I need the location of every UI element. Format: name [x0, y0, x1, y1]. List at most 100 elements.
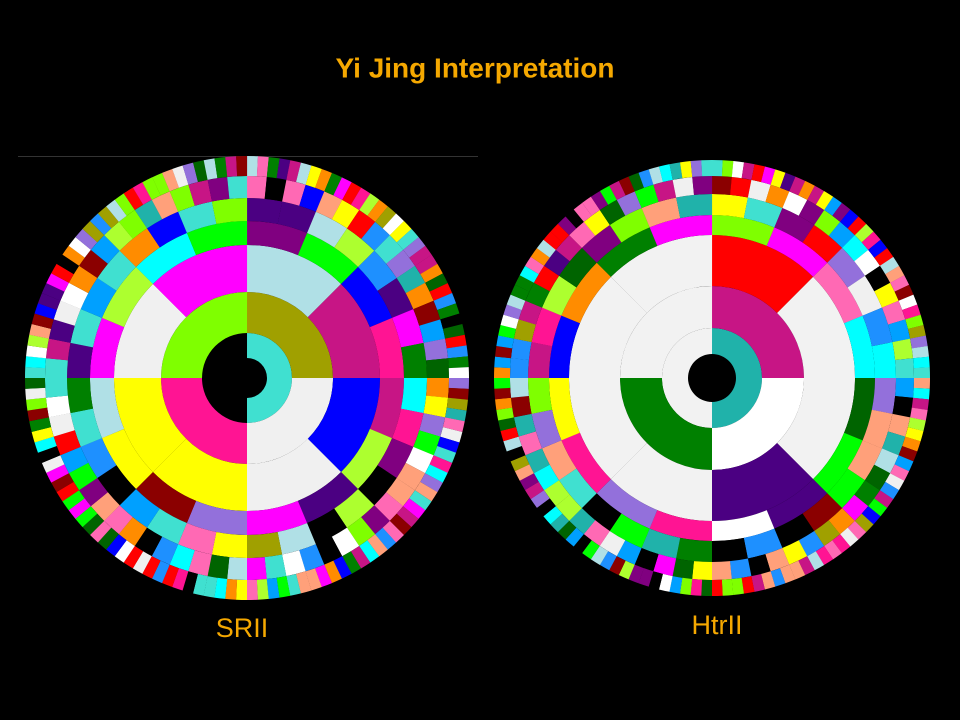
wheel-segment — [214, 157, 228, 179]
wheel-segment — [910, 407, 928, 421]
wheel-segment — [599, 199, 626, 226]
wheel-segment — [569, 221, 596, 248]
wheel-segment — [500, 314, 519, 329]
wheel-segment — [861, 231, 881, 250]
wheel-segment — [34, 436, 57, 453]
wheel-segment — [227, 176, 248, 199]
wheel-segment — [192, 573, 208, 596]
wheel-segment — [847, 275, 883, 316]
wheel-segment — [895, 378, 914, 398]
wheel-segment — [864, 464, 891, 491]
wheel-segment — [885, 265, 905, 283]
wheel-segment — [89, 520, 112, 543]
wheel-segment — [495, 397, 513, 410]
wheel-segment — [827, 247, 866, 288]
wheel-segment — [247, 156, 259, 177]
wheel-segment — [440, 427, 463, 443]
wheel-segment — [494, 367, 511, 378]
wheel-segment — [135, 232, 197, 284]
wheel-label: HtrII — [692, 610, 743, 640]
wheel-segment — [638, 568, 654, 587]
wheel-segment — [711, 537, 748, 563]
wheel-segment — [751, 573, 765, 592]
wheel-segment — [90, 492, 120, 521]
wheel-segment — [596, 479, 658, 529]
wheel-segment — [519, 265, 539, 283]
wheel-segment — [498, 324, 517, 339]
wheel-segment — [169, 184, 195, 212]
wheel-segment — [80, 277, 117, 318]
wheel-segment — [346, 517, 376, 547]
wheel-segment — [45, 377, 68, 398]
wheel-segment — [256, 579, 269, 600]
wheel-segment — [741, 162, 755, 180]
wheel-segment — [25, 377, 46, 389]
wheel-segment — [536, 498, 556, 517]
wheel-segment — [333, 556, 352, 579]
wheel-segment — [711, 443, 814, 521]
wheel-segment — [307, 211, 348, 248]
wheel-segment — [425, 464, 448, 483]
wheel-segment — [498, 417, 517, 431]
wheel-segment — [193, 160, 208, 183]
wheel-segment — [680, 161, 693, 179]
wheel-segment — [56, 254, 80, 275]
wheel-label: SRII — [216, 613, 269, 643]
wheel-segment — [911, 346, 929, 359]
wheel-segment — [389, 513, 412, 536]
wheel-segment — [779, 564, 796, 584]
wheel-segment — [324, 560, 342, 584]
wheel-segment — [342, 551, 362, 574]
wheel-segment — [847, 440, 882, 481]
wheel-segment — [29, 323, 52, 339]
wheel-segment — [405, 282, 434, 310]
wheel-segment — [525, 448, 550, 474]
slide-title: Yi Jing Interpretation — [336, 52, 615, 83]
wheel-segment — [409, 245, 432, 266]
wheel-segment — [118, 209, 148, 239]
wheel-segment — [874, 448, 899, 474]
wheel-segment — [358, 250, 397, 291]
wheel-segment — [62, 245, 85, 266]
wheel-segment — [824, 196, 842, 216]
wheel-segment — [802, 225, 843, 263]
wheel-segment — [357, 465, 397, 506]
wheel-segment — [518, 300, 543, 325]
wheel-segment — [246, 579, 258, 601]
wheel-segment — [433, 293, 457, 311]
wheel-segment — [367, 534, 388, 557]
wheel-segment — [266, 157, 280, 179]
wheel-segment — [780, 172, 796, 192]
wheel-segment — [892, 396, 914, 418]
wheel-segment — [536, 239, 556, 258]
wheel-segment — [628, 564, 644, 584]
wheel-segment — [162, 168, 180, 192]
wheel-segment — [634, 547, 659, 572]
wheel-segment — [26, 397, 48, 411]
wheel-segment — [247, 198, 283, 225]
wheel-segment — [374, 492, 404, 521]
wheel-segment — [751, 164, 766, 183]
wheel-segment — [533, 464, 560, 491]
wheel-segment — [188, 550, 212, 577]
wheel-segment — [510, 377, 529, 398]
wheel-segment — [569, 508, 596, 535]
wheel-segment — [426, 378, 450, 398]
wheel-segment — [879, 481, 899, 500]
wheel-segment — [350, 187, 371, 211]
wheel-segment — [75, 228, 98, 250]
wheel-segment — [400, 378, 427, 414]
wheel-segment — [840, 527, 859, 547]
wheel-segment — [842, 235, 869, 262]
wheel-segment — [423, 338, 449, 361]
wheel-segment — [119, 488, 160, 528]
wheel-segment — [207, 554, 230, 580]
wheel-segment — [777, 276, 856, 379]
wheel-segment — [247, 292, 334, 379]
wheel-segment — [618, 560, 635, 580]
wheel-segment — [888, 319, 911, 343]
wheel-segment — [770, 169, 786, 188]
wheel-segment — [396, 462, 426, 491]
wheel-segment — [701, 579, 712, 596]
